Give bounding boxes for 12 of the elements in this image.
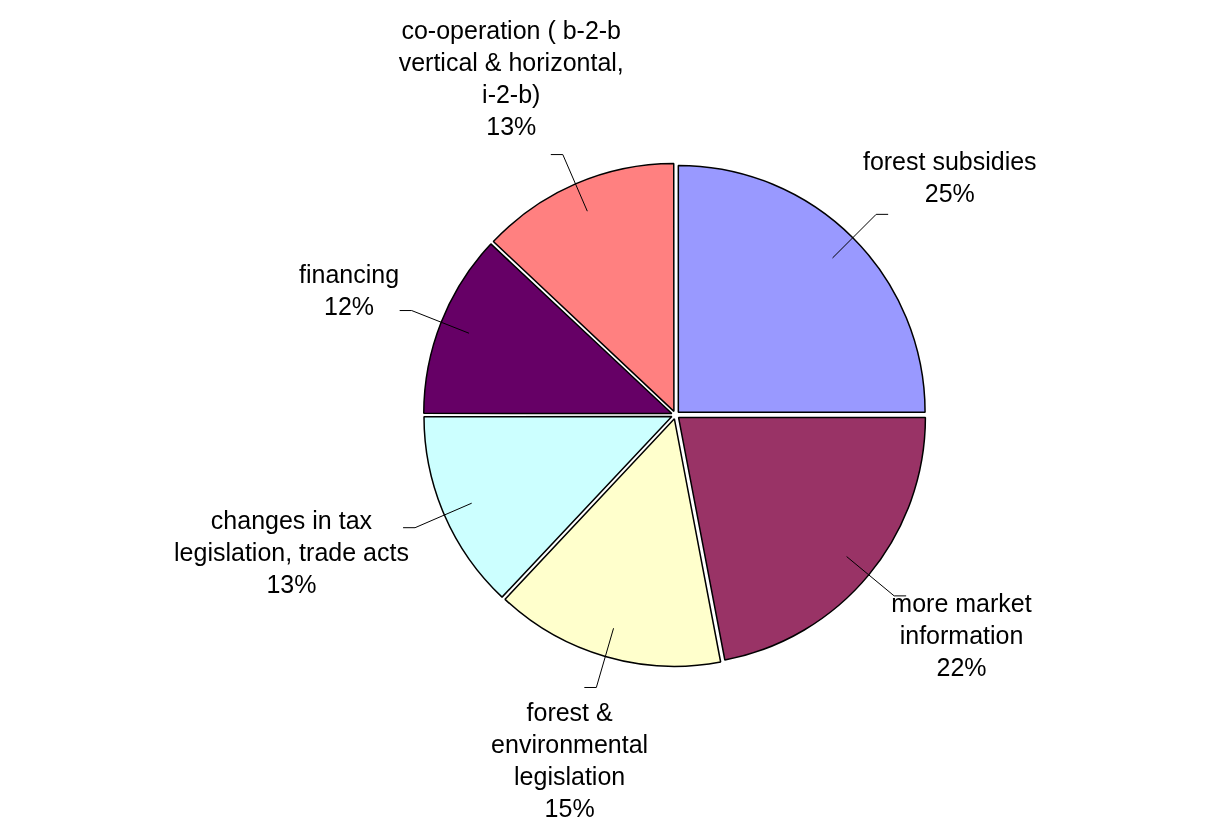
data-label: 13% xyxy=(266,569,317,598)
slice-label: more market information xyxy=(891,589,1032,650)
data-label: 25% xyxy=(924,179,975,208)
slice-label: financing xyxy=(299,260,400,289)
slice-label: co-operation ( b-2-b vertical & horizontal, i-2-b) xyxy=(398,15,624,108)
slice-label: forest subsidies xyxy=(862,147,1037,176)
slice-label: forest & environmental legislation xyxy=(491,697,649,790)
data-label: 22% xyxy=(936,653,987,682)
data-label: 15% xyxy=(544,793,595,822)
data-label: 13% xyxy=(486,111,537,140)
slice-label: changes in tax legislation, trade acts xyxy=(174,505,409,566)
data-label: 12% xyxy=(324,292,375,321)
